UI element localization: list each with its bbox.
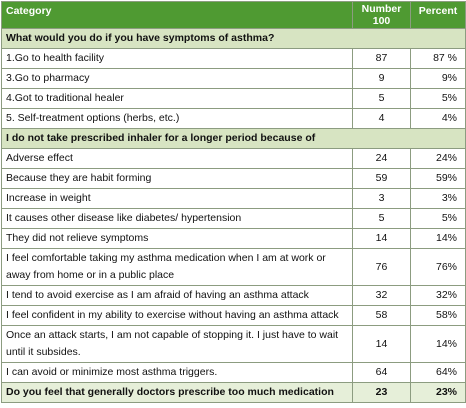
section-title: What would you do if you have symptoms o… xyxy=(1,28,466,49)
row-label: I feel comfortable taking my asthma medi… xyxy=(1,248,353,286)
row-percent: 23% xyxy=(410,382,466,403)
row-number: 32 xyxy=(352,285,411,306)
data-row: It causes other disease like diabetes/ h… xyxy=(1,208,466,229)
row-percent: 64% xyxy=(410,362,466,383)
row-number: 87 xyxy=(352,48,411,69)
row-percent: 24% xyxy=(410,148,466,169)
data-row: Adverse effect 24 24% xyxy=(1,148,466,169)
row-label: I can avoid or minimize most asthma trig… xyxy=(1,362,353,383)
data-row: I feel confident in my ability to exerci… xyxy=(1,305,466,326)
data-row: 4.Got to traditional healer 5 5% xyxy=(1,88,466,109)
footer-row: Do you feel that generally doctors presc… xyxy=(1,382,466,403)
row-label: 3.Go to pharmacy xyxy=(1,68,353,89)
table-body: What would you do if you have symptoms o… xyxy=(1,28,466,403)
row-label: Because they are habit forming xyxy=(1,168,353,189)
row-number: 24 xyxy=(352,148,411,169)
data-row: I feel comfortable taking my asthma medi… xyxy=(1,248,466,286)
row-label: Once an attack starts, I am not capable … xyxy=(1,325,353,363)
row-number: 76 xyxy=(352,248,411,286)
row-percent: 76% xyxy=(410,248,466,286)
row-number: 3 xyxy=(352,188,411,209)
row-label: 1.Go to health facility xyxy=(1,48,353,69)
header-number-total: 100 xyxy=(372,15,391,27)
row-label: Increase in weight xyxy=(1,188,353,209)
row-percent: 5% xyxy=(410,208,466,229)
data-row: I can avoid or minimize most asthma trig… xyxy=(1,362,466,383)
row-percent: 59% xyxy=(410,168,466,189)
header-row: Category Number 100 Percent xyxy=(1,1,466,29)
row-percent: 4% xyxy=(410,108,466,129)
row-percent: 3% xyxy=(410,188,466,209)
row-number: 64 xyxy=(352,362,411,383)
row-label: They did not relieve symptoms xyxy=(1,228,353,249)
row-label: It causes other disease like diabetes/ h… xyxy=(1,208,353,229)
header-number-label: Number xyxy=(361,3,402,15)
data-row: 1.Go to health facility 87 87 % xyxy=(1,48,466,69)
row-percent: 32% xyxy=(410,285,466,306)
section-row: I do not take prescribed inhaler for a l… xyxy=(1,128,466,149)
row-percent: 14% xyxy=(410,325,466,363)
data-row: I tend to avoid exercise as I am afraid … xyxy=(1,285,466,306)
row-number: 59 xyxy=(352,168,411,189)
section-title: I do not take prescribed inhaler for a l… xyxy=(1,128,466,149)
data-row: 5. Self-treatment options (herbs, etc.) 4… xyxy=(1,108,466,129)
row-label: Adverse effect xyxy=(1,148,353,169)
data-row: 3.Go to pharmacy 9 9% xyxy=(1,68,466,89)
header-percent: Percent xyxy=(410,1,466,29)
row-number: 14 xyxy=(352,228,411,249)
row-label: Do you feel that generally doctors presc… xyxy=(1,382,353,403)
row-percent: 14% xyxy=(410,228,466,249)
data-row: Increase in weight 3 3% xyxy=(1,188,466,209)
data-row: Once an attack starts, I am not capable … xyxy=(1,325,466,363)
row-label: I feel confident in my ability to exerci… xyxy=(1,305,353,326)
data-row: They did not relieve symptoms 14 14% xyxy=(1,228,466,249)
data-row: Because they are habit forming 59 59% xyxy=(1,168,466,189)
row-percent: 9% xyxy=(410,68,466,89)
row-number: 58 xyxy=(352,305,411,326)
row-label: 4.Got to traditional healer xyxy=(1,88,353,109)
row-number: 4 xyxy=(352,108,411,129)
section-row: What would you do if you have symptoms o… xyxy=(1,28,466,49)
row-number: 5 xyxy=(352,88,411,109)
row-percent: 87 % xyxy=(410,48,466,69)
row-number: 23 xyxy=(352,382,411,403)
row-percent: 5% xyxy=(410,88,466,109)
header-number: Number 100 xyxy=(352,1,411,29)
header-category: Category xyxy=(1,1,353,29)
row-label: 5. Self-treatment options (herbs, etc.) xyxy=(1,108,353,129)
row-number: 5 xyxy=(352,208,411,229)
row-number: 14 xyxy=(352,325,411,363)
row-number: 9 xyxy=(352,68,411,89)
row-label: I tend to avoid exercise as I am afraid … xyxy=(1,285,353,306)
row-percent: 58% xyxy=(410,305,466,326)
